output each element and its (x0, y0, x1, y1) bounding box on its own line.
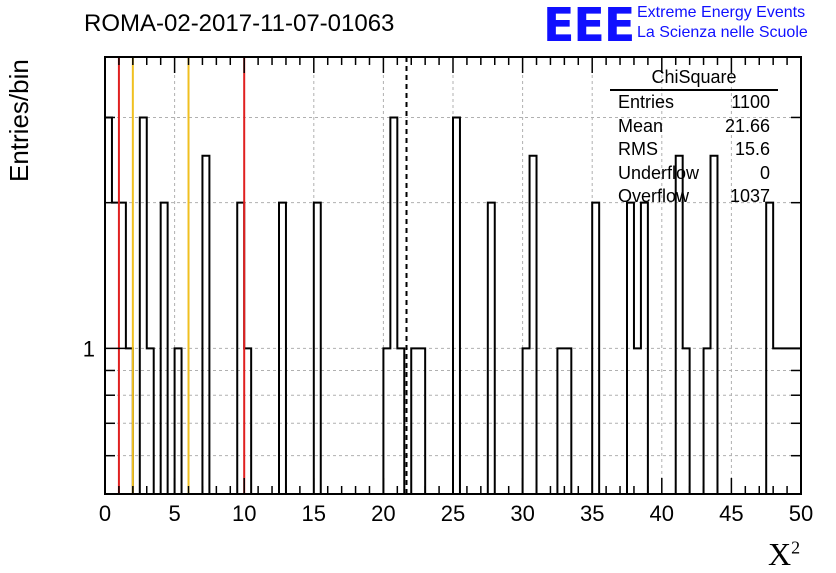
x-tick-label: 40 (650, 501, 674, 526)
x-tick-label: 5 (168, 501, 180, 526)
histogram-bin (766, 203, 773, 494)
histogram-bin (488, 203, 495, 494)
stats-row-rms: RMS 15.6 (618, 139, 770, 159)
x-tick-label: 50 (789, 501, 813, 526)
histogram-bin (627, 203, 634, 494)
histogram-bin (244, 348, 251, 494)
histogram-bin (411, 348, 418, 494)
histogram-bin (641, 203, 648, 494)
histogram-bin (557, 348, 564, 494)
histogram-bin (397, 348, 404, 494)
stats-row-overflow: Overflow 1037 (618, 186, 770, 206)
histogram-bin (453, 117, 460, 494)
histogram-bin (773, 348, 780, 494)
histogram-bin (237, 203, 244, 494)
x-tick-label: 45 (719, 501, 743, 526)
histogram-bin (383, 348, 390, 494)
stats-box: ChiSquare Entries 1100 Mean 21.66 RMS 15.6 … (610, 66, 778, 209)
histogram-bin (140, 117, 147, 494)
x-tick-label: 10 (232, 501, 256, 526)
x-tick-label: 15 (302, 501, 326, 526)
x-tick-label: 0 (99, 501, 111, 526)
histogram-bin (418, 348, 425, 494)
histogram-bin (780, 348, 787, 494)
histogram-bin (683, 348, 690, 494)
histogram-bin (592, 203, 599, 494)
x-axis-label: X2 (768, 536, 801, 572)
x-tick-label: 35 (580, 501, 604, 526)
logo-line-1: Extreme Energy Events (637, 4, 806, 21)
histogram-bin (147, 348, 154, 494)
y-axis-label: Entries/bin (4, 59, 34, 182)
histogram-bin (161, 203, 168, 494)
histogram-bin (704, 348, 711, 494)
logo-line-2: La Scienza nelle Scuole (637, 24, 808, 41)
stats-title: ChiSquare (610, 66, 778, 91)
histogram-bin (279, 203, 286, 494)
x-tick-label: 20 (371, 501, 395, 526)
histogram-bin (390, 117, 397, 494)
stats-row-entries: Entries 1100 (618, 92, 770, 112)
x-tick-label: 25 (441, 501, 465, 526)
histogram-bin (530, 156, 537, 494)
histogram-bin (105, 117, 112, 494)
chart-title: ROMA-02-2017-11-07-01063 (84, 10, 395, 37)
y-tick-label: 1 (83, 336, 95, 361)
histogram-bin (126, 348, 133, 494)
stats-row-mean: Mean 21.66 (618, 115, 770, 136)
histogram-bin (523, 348, 530, 494)
stats-row-underflow: Underflow 0 (618, 162, 770, 183)
histogram-bin (202, 156, 209, 494)
x-tick-label: 30 (510, 501, 534, 526)
histogram-bin (634, 348, 641, 494)
histogram-bin (314, 203, 321, 494)
histogram-bin (564, 348, 571, 494)
eee-logo: EEE (543, 0, 635, 52)
histogram-bin (175, 348, 182, 494)
